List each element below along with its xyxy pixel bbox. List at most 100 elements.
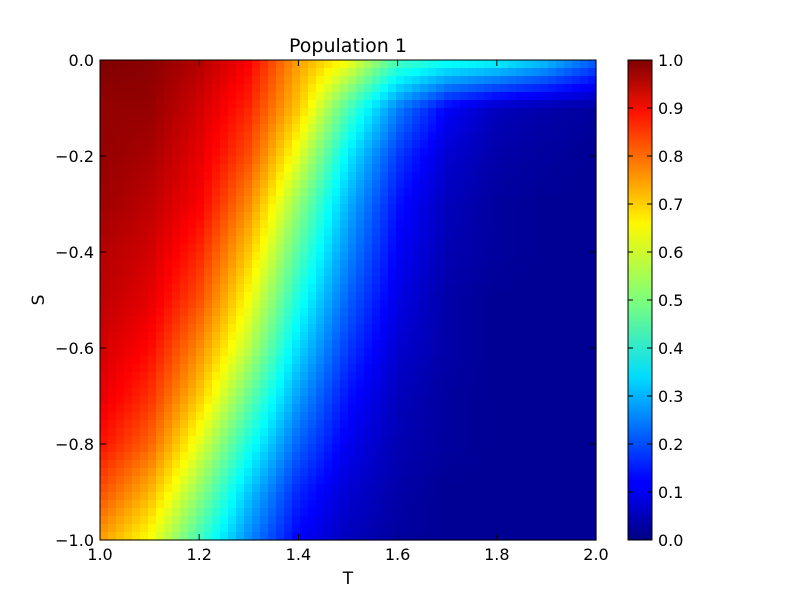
heatmap-cell xyxy=(204,228,213,237)
heatmap-cell xyxy=(420,468,429,477)
heatmap-cell xyxy=(452,444,461,453)
heatmap-cell xyxy=(492,524,501,533)
heatmap-cell xyxy=(356,148,365,157)
heatmap-cell xyxy=(220,260,229,269)
heatmap-cell xyxy=(340,188,349,197)
heatmap-cell xyxy=(532,420,541,429)
heatmap-cell xyxy=(132,380,141,389)
heatmap-cell xyxy=(116,260,125,269)
heatmap-cell xyxy=(268,268,277,277)
heatmap-cell xyxy=(572,108,581,117)
heatmap-cell xyxy=(204,100,213,109)
heatmap-cell xyxy=(476,84,485,93)
heatmap-cell xyxy=(524,460,533,469)
heatmap-cell xyxy=(324,228,333,237)
heatmap-cell xyxy=(500,308,509,317)
heatmap-cell xyxy=(508,348,517,357)
heatmap-cell xyxy=(188,404,197,413)
heatmap-cell xyxy=(508,388,517,397)
heatmap-cell xyxy=(412,484,421,493)
heatmap-cell xyxy=(196,292,205,301)
heatmap-cell xyxy=(132,444,141,453)
heatmap-cell xyxy=(164,172,173,181)
heatmap-cell xyxy=(468,316,477,325)
heatmap-cell xyxy=(420,180,429,189)
heatmap-cell xyxy=(380,452,389,461)
heatmap-cell xyxy=(180,116,189,125)
heatmap-cell xyxy=(316,108,325,117)
heatmap-cell xyxy=(356,252,365,261)
heatmap-cell xyxy=(116,276,125,285)
heatmap-cell xyxy=(556,476,565,485)
heatmap-cell xyxy=(124,60,133,69)
heatmap-cell xyxy=(436,268,445,277)
heatmap-cell xyxy=(236,532,245,541)
heatmap-cell xyxy=(564,188,573,197)
heatmap-cell xyxy=(388,356,397,365)
heatmap-cell xyxy=(380,316,389,325)
heatmap-cell xyxy=(260,364,269,373)
heatmap-cell xyxy=(196,468,205,477)
heatmap-cell xyxy=(140,108,149,117)
heatmap-cell xyxy=(540,452,549,461)
heatmap-cell xyxy=(212,268,221,277)
heatmap-cell xyxy=(100,212,109,221)
heatmap-cell xyxy=(444,492,453,501)
heatmap-cell xyxy=(492,84,501,93)
heatmap-cell xyxy=(364,508,373,517)
heatmap-cell xyxy=(364,236,373,245)
heatmap-cell xyxy=(564,356,573,365)
heatmap-cell xyxy=(444,268,453,277)
heatmap-cell xyxy=(356,348,365,357)
heatmap-cell xyxy=(484,252,493,261)
heatmap-cell xyxy=(284,452,293,461)
heatmap-cell xyxy=(572,460,581,469)
heatmap-cell xyxy=(332,428,341,437)
heatmap-cell xyxy=(300,444,309,453)
heatmap-cell xyxy=(284,308,293,317)
heatmap-cell xyxy=(500,84,509,93)
heatmap-cell xyxy=(516,156,525,165)
heatmap-cell xyxy=(188,292,197,301)
heatmap-cell xyxy=(372,76,381,85)
heatmap-cell xyxy=(380,268,389,277)
heatmap-cell xyxy=(332,348,341,357)
heatmap-cell xyxy=(436,388,445,397)
heatmap-cell xyxy=(444,300,453,309)
heatmap-cell xyxy=(188,476,197,485)
heatmap-cell xyxy=(468,436,477,445)
heatmap-cell xyxy=(100,396,109,405)
heatmap-cell xyxy=(412,388,421,397)
heatmap-cell xyxy=(500,340,509,349)
heatmap-cell xyxy=(316,140,325,149)
heatmap-cell xyxy=(556,60,565,69)
heatmap-cell xyxy=(236,276,245,285)
heatmap-cell xyxy=(356,484,365,493)
heatmap-cell xyxy=(156,460,165,469)
heatmap-cell xyxy=(484,388,493,397)
heatmap-cell xyxy=(452,284,461,293)
heatmap-cell xyxy=(116,388,125,397)
heatmap-cell xyxy=(404,404,413,413)
heatmap-cell xyxy=(532,396,541,405)
heatmap-cell xyxy=(308,444,317,453)
heatmap-cell xyxy=(172,340,181,349)
heatmap-cell xyxy=(524,332,533,341)
heatmap-cell xyxy=(500,212,509,221)
heatmap-cell xyxy=(100,100,109,109)
heatmap-cell xyxy=(588,404,597,413)
heatmap-cell xyxy=(372,412,381,421)
heatmap-cell xyxy=(372,68,381,77)
heatmap-cell xyxy=(524,100,533,109)
heatmap-cell xyxy=(364,92,373,101)
heatmap-cell xyxy=(324,164,333,173)
heatmap-cell xyxy=(188,76,197,85)
heatmap-cell xyxy=(492,268,501,277)
heatmap-cell xyxy=(508,372,517,381)
heatmap-cell xyxy=(140,268,149,277)
heatmap-cell xyxy=(292,404,301,413)
heatmap-cell xyxy=(236,396,245,405)
heatmap-cell xyxy=(572,268,581,277)
heatmap-cell xyxy=(540,388,549,397)
heatmap-cell xyxy=(484,356,493,365)
